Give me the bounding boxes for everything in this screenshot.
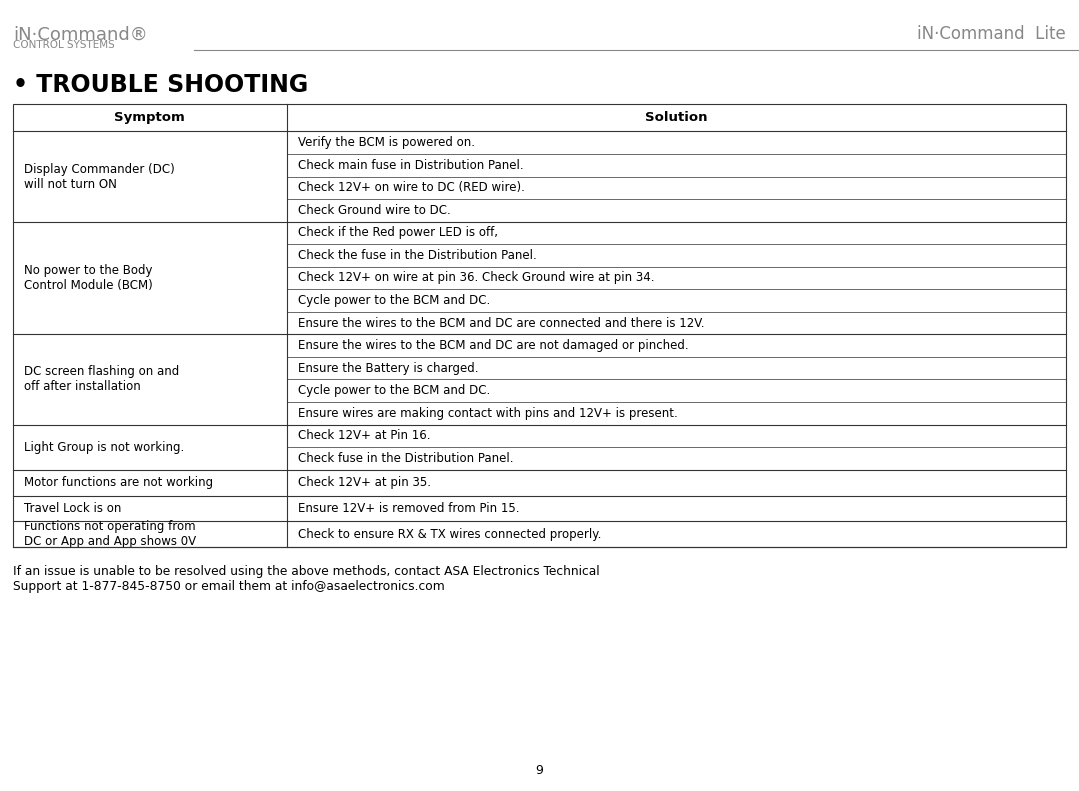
Text: iN·Command  Lite: iN·Command Lite (917, 25, 1066, 44)
Bar (13, 104, 1066, 547)
Text: Verify the BCM is powered on.: Verify the BCM is powered on. (298, 136, 475, 149)
Text: DC screen flashing on and
off after installation: DC screen flashing on and off after inst… (24, 365, 179, 393)
Text: Display Commander (DC)
will not turn ON: Display Commander (DC) will not turn ON (24, 163, 175, 191)
Text: No power to the Body
Control Module (BCM): No power to the Body Control Module (BCM… (24, 264, 152, 292)
Text: Ensure the wires to the BCM and DC are connected and there is 12V.: Ensure the wires to the BCM and DC are c… (298, 316, 704, 330)
Text: If an issue is unable to be resolved using the above methods, contact ASA Electr: If an issue is unable to be resolved usi… (13, 565, 600, 592)
Text: Check to ensure RX & TX wires connected properly.: Check to ensure RX & TX wires connected … (298, 528, 601, 541)
Text: Check 12V+ on wire at pin 36. Check Ground wire at pin 34.: Check 12V+ on wire at pin 36. Check Grou… (298, 271, 654, 285)
Text: Motor functions are not working: Motor functions are not working (24, 476, 213, 489)
Text: Check the fuse in the Distribution Panel.: Check the fuse in the Distribution Panel… (298, 249, 536, 262)
Text: Ensure 12V+ is removed from Pin 15.: Ensure 12V+ is removed from Pin 15. (298, 502, 519, 515)
Text: Ensure the Battery is charged.: Ensure the Battery is charged. (298, 361, 478, 375)
Text: Cycle power to the BCM and DC.: Cycle power to the BCM and DC. (298, 294, 490, 307)
Text: Light Group is not working.: Light Group is not working. (24, 441, 185, 453)
Text: Check 12V+ at pin 35.: Check 12V+ at pin 35. (298, 476, 431, 489)
Text: • TROUBLE SHOOTING: • TROUBLE SHOOTING (13, 73, 309, 97)
Text: Check fuse in the Distribution Panel.: Check fuse in the Distribution Panel. (298, 452, 513, 465)
Text: Ensure the wires to the BCM and DC are not damaged or pinched.: Ensure the wires to the BCM and DC are n… (298, 339, 688, 352)
Text: Check Ground wire to DC.: Check Ground wire to DC. (298, 204, 450, 217)
Text: Check if the Red power LED is off,: Check if the Red power LED is off, (298, 226, 497, 240)
Text: Cycle power to the BCM and DC.: Cycle power to the BCM and DC. (298, 384, 490, 397)
Text: Check main fuse in Distribution Panel.: Check main fuse in Distribution Panel. (298, 159, 523, 172)
Text: Solution: Solution (645, 112, 708, 124)
Text: CONTROL SYSTEMS: CONTROL SYSTEMS (13, 40, 114, 50)
Text: Functions not operating from
DC or App and App shows 0V: Functions not operating from DC or App a… (24, 520, 196, 548)
Text: iN·Command®: iN·Command® (13, 25, 148, 44)
Text: Symptom: Symptom (114, 112, 186, 124)
Text: 9: 9 (535, 764, 544, 777)
Text: Check 12V+ at Pin 16.: Check 12V+ at Pin 16. (298, 430, 431, 442)
Text: Check 12V+ on wire to DC (RED wire).: Check 12V+ on wire to DC (RED wire). (298, 181, 524, 195)
Text: Ensure wires are making contact with pins and 12V+ is present.: Ensure wires are making contact with pin… (298, 407, 678, 420)
Text: Travel Lock is on: Travel Lock is on (24, 502, 121, 515)
